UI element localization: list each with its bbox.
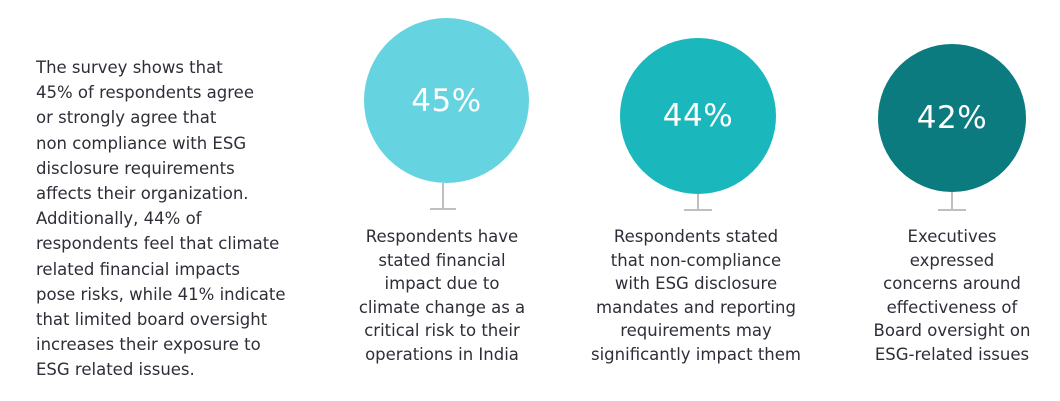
caption-line: effectiveness of <box>886 297 1018 317</box>
summary-line: Additionally, 44% of <box>36 209 202 229</box>
summary-line: increases their exposure to <box>36 335 261 355</box>
stat-caption: Executives expressed concerns around eff… <box>842 225 1060 366</box>
stat-value: 42% <box>916 100 988 136</box>
stat-circle: 45% <box>364 18 529 183</box>
caption-line: impact due to <box>384 274 500 293</box>
circle-stand-stem <box>697 194 699 210</box>
caption-line: that non-compliance <box>610 250 782 270</box>
summary-line: affects their organization. <box>36 184 249 204</box>
caption-line: Executives <box>907 227 997 246</box>
caption-line: critical risk to their <box>364 321 520 340</box>
circle-stand-base <box>938 209 966 211</box>
caption-line: concerns around <box>883 274 1021 293</box>
caption-line: ESG-related issues <box>874 344 1030 364</box>
summary-line: that limited board oversight <box>36 310 268 330</box>
circle-stand-base <box>684 209 712 211</box>
summary-line: ESG related issues. <box>36 360 195 380</box>
caption-line: mandates and reporting <box>596 297 796 317</box>
stat-value: 44% <box>662 98 734 134</box>
caption-line: expressed <box>909 250 995 270</box>
stat-value: 45% <box>411 82 482 119</box>
stat-circle: 44% <box>620 38 776 194</box>
stat-card-financial-impact: 45% Respondents have stated financial im… <box>312 0 572 401</box>
caption-line: Respondents have <box>365 227 519 246</box>
circle-stand-stem <box>442 183 444 209</box>
caption-line: climate change as a <box>358 297 526 317</box>
stat-card-non-compliance: 44% Respondents stated that non-complian… <box>566 0 826 401</box>
caption-line: significantly impact them <box>591 344 801 364</box>
summary-line: pose risks, while 41% indicate <box>36 284 286 304</box>
circle-stand-stem <box>951 192 953 210</box>
summary-line: related financial impacts <box>36 259 241 279</box>
circle-stand-base <box>430 208 456 210</box>
caption-line: operations in India <box>365 344 519 364</box>
caption-line: requirements may <box>620 321 772 340</box>
summary-line: respondents feel that climate <box>36 234 280 254</box>
summary-line: or strongly agree that <box>36 108 217 128</box>
survey-summary-text: The survey shows that 45% of respondents… <box>36 55 306 383</box>
summary-line: 45% of respondents agree <box>36 83 254 103</box>
stat-circle: 42% <box>878 44 1026 192</box>
caption-line: Board oversight on <box>873 321 1031 340</box>
summary-line: disclosure requirements <box>36 158 235 178</box>
caption-line: Respondents stated <box>613 227 779 246</box>
summary-line: The survey shows that <box>36 58 223 77</box>
caption-line: stated financial <box>378 250 506 270</box>
summary-line: non compliance with ESG <box>36 133 247 153</box>
stat-card-board-oversight: 42% Executives expressed concerns around… <box>822 0 1060 401</box>
stat-caption: Respondents have stated financial impact… <box>332 225 552 366</box>
stat-caption: Respondents stated that non-compliance w… <box>576 225 816 366</box>
caption-line: with ESG disclosure <box>614 274 778 293</box>
